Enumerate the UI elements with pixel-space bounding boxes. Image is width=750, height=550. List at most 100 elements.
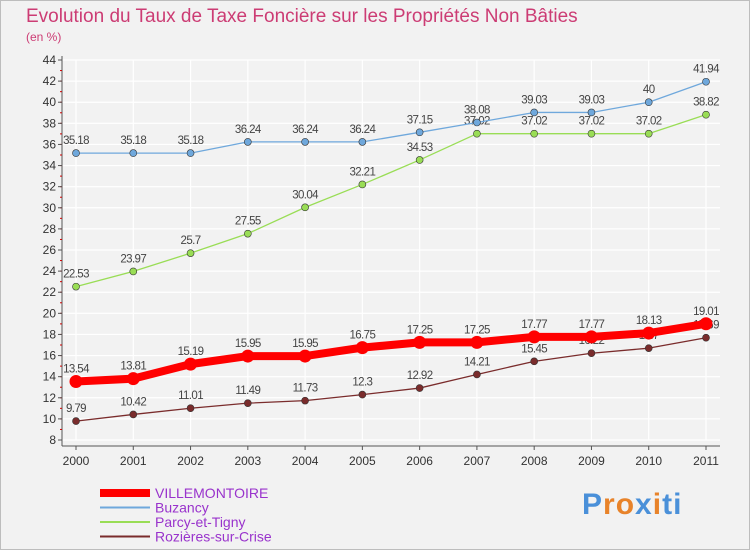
series-parcy-et-tigny: 22.53 23.97 25.7 27.55 30.04 32.21 34.53 37.02 3… <box>63 97 720 291</box>
data-label: 37.02 <box>521 116 547 128</box>
data-label: 27.55 <box>235 216 261 228</box>
series-line <box>76 81 707 154</box>
legend-label: Parcy-et-Tigny <box>155 514 246 530</box>
data-point <box>126 372 140 386</box>
data-point <box>358 390 367 399</box>
data-label: 17.77 <box>521 319 547 331</box>
data-label: 36.24 <box>349 124 376 136</box>
data-point <box>415 384 424 392</box>
data-label: 39.03 <box>579 94 605 106</box>
data-point <box>473 118 481 127</box>
proxiti-logo: Proxiti <box>582 488 682 522</box>
data-point <box>413 335 427 349</box>
y-tick-label: 38 <box>43 116 57 130</box>
y-tick-label: 10 <box>43 412 57 426</box>
data-point <box>69 375 83 389</box>
data-label: 37.02 <box>579 116 605 128</box>
y-tick-label: 26 <box>43 243 57 257</box>
data-label: 40 <box>643 84 655 96</box>
data-point <box>702 110 710 119</box>
data-point <box>72 417 80 425</box>
y-axis-ticks: 8 10 12 14 16 18 20 22 24 26 28 30 32 34 36 38 40 42 44 <box>43 53 62 447</box>
data-label: 18.13 <box>636 315 662 327</box>
data-point <box>587 129 596 138</box>
data-point <box>241 349 255 363</box>
data-label: 9.79 <box>66 403 86 415</box>
data-point <box>355 341 369 355</box>
series-line <box>75 337 707 422</box>
logo-letter: i <box>652 488 663 521</box>
data-point <box>587 349 596 358</box>
unit-label: (en %) <box>26 30 62 44</box>
y-tick-label: 28 <box>43 222 57 236</box>
y-tick-label: 24 <box>43 264 57 278</box>
data-label: 17.77 <box>579 319 605 331</box>
axes <box>61 56 720 447</box>
data-label: 12.92 <box>407 370 433 382</box>
x-tick-label: 2008 <box>521 454 548 468</box>
data-label: 37.15 <box>407 114 433 126</box>
data-point <box>358 138 367 146</box>
data-point <box>301 203 309 212</box>
y-tick-label: 40 <box>43 95 57 109</box>
y-tick-label: 36 <box>43 137 57 151</box>
data-point <box>587 108 596 117</box>
data-label: 37.02 <box>636 116 662 128</box>
data-label: 11.49 <box>235 385 260 397</box>
x-tick-label: 2006 <box>406 454 433 468</box>
data-point <box>530 357 538 366</box>
data-label: 13.81 <box>120 361 146 373</box>
data-label: 16.75 <box>349 330 375 342</box>
data-label: 11.73 <box>293 383 318 395</box>
logo-letter: r <box>603 488 616 521</box>
x-tick-label: 2001 <box>120 454 147 468</box>
data-label: 17.25 <box>407 324 433 336</box>
data-point <box>129 410 138 419</box>
y-tick-label: 20 <box>43 306 57 320</box>
data-point <box>72 149 80 157</box>
legend-label: VILLEMONTOIRE <box>155 485 268 501</box>
y-tick-label: 18 <box>43 327 57 341</box>
data-label: 34.53 <box>407 142 433 154</box>
data-point <box>186 249 195 257</box>
data-label: 13.54 <box>63 364 90 376</box>
data-label: 14.21 <box>464 356 490 368</box>
data-label: 10.42 <box>120 396 146 408</box>
data-label: 30.04 <box>292 189 319 201</box>
y-tick-label: 12 <box>43 391 57 405</box>
logo-letter: i <box>673 488 683 521</box>
data-label: 15.95 <box>235 338 261 350</box>
series-line <box>75 114 707 288</box>
x-tick-label: 2010 <box>635 454 662 468</box>
y-tick-label: 44 <box>43 53 57 67</box>
data-label: 25.7 <box>181 235 201 247</box>
data-point <box>244 399 252 407</box>
data-point <box>530 108 538 117</box>
legend: VILLEMONTOIREBuzancyParcy-et-TignyRozièr… <box>100 485 272 545</box>
data-label: 35.18 <box>178 135 204 147</box>
x-tick-label: 2011 <box>693 454 719 468</box>
chart-title: Evolution du Taux de Taxe Foncière sur l… <box>26 6 578 27</box>
x-tick-label: 2007 <box>464 454 491 468</box>
data-label: 35.18 <box>63 135 89 147</box>
y-tick-label: 16 <box>43 349 57 363</box>
data-label: 19.01 <box>693 306 719 318</box>
x-tick-label: 2002 <box>177 454 204 468</box>
data-point <box>184 357 198 371</box>
x-tick-label: 2005 <box>349 454 376 468</box>
legend-label: Buzancy <box>155 500 209 516</box>
series-buzancy: 35.18 35.18 35.18 36.24 36.24 36.24 37.15 38.08… <box>63 64 721 157</box>
data-label: 39.03 <box>521 94 547 106</box>
data-point <box>129 149 138 157</box>
y-tick-label: 34 <box>43 159 57 173</box>
data-point <box>473 129 481 138</box>
y-tick-label: 32 <box>43 180 57 194</box>
data-point <box>699 317 713 331</box>
data-point <box>298 349 312 363</box>
data-point <box>644 344 653 352</box>
y-tick-label: 14 <box>43 370 57 384</box>
series-group: 9.79 10.42 11.01 11.49 11.73 12.3 12.92 14.21 15… <box>63 64 721 425</box>
data-point <box>415 128 424 137</box>
x-tick-label: 2000 <box>63 454 90 468</box>
